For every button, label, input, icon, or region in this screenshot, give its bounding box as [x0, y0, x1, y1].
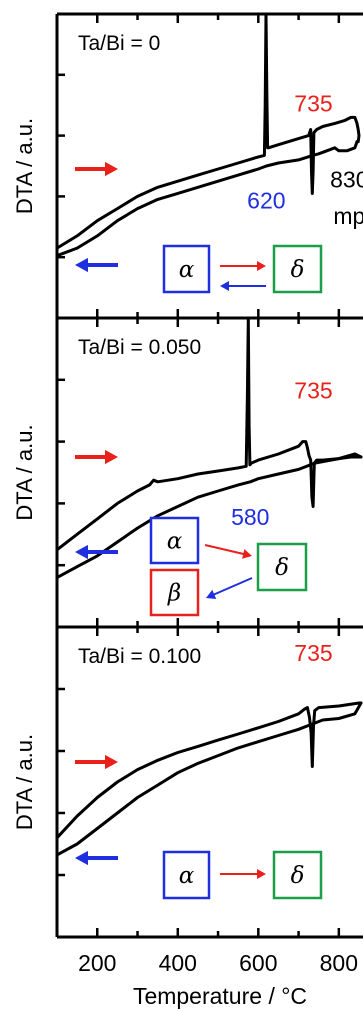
- phase-label-cooling: β: [167, 581, 181, 607]
- phase-box-start: [162, 244, 211, 294]
- transition-arrow-1-shaft: [204, 544, 245, 556]
- phase-box-cooling: [149, 568, 200, 617]
- dta-curve-cooling: [55, 452, 363, 580]
- phase-box-end: [256, 542, 308, 592]
- dta-curve-cooling: [55, 140, 359, 258]
- transition-arrow-2-shaft: [213, 577, 253, 596]
- phase-box-end: [272, 850, 323, 900]
- phase-label-start: α: [179, 257, 195, 283]
- panel-1: DTA / a.u. Ta/Bi = 0 735 620 830 mp α δ: [12, 12, 363, 318]
- transition-arrow-1-head: [242, 549, 252, 559]
- phase-box-start: [162, 850, 211, 900]
- cooling-arrow-head: [75, 850, 88, 866]
- panel-2: DTA / a.u. Ta/Bi = 0.050 735 580 α δ β: [12, 309, 363, 627]
- phase-box-start: [149, 516, 200, 565]
- transition-arrow-1-head: [257, 869, 266, 879]
- dta-curve-cooling: [55, 701, 363, 857]
- heating-arrow-head: [105, 754, 118, 770]
- x-axis: 200 400 600 800 Temperature / °C: [55, 928, 363, 1009]
- x-tick-label: 400: [159, 950, 197, 976]
- phase-label-end: δ: [275, 555, 289, 581]
- phase-label-end: δ: [291, 863, 305, 889]
- x-tick-label: 800: [320, 950, 358, 976]
- x-tick-label: 200: [78, 950, 116, 976]
- annotation-620: 620: [247, 188, 285, 214]
- panel-3: DTA / a.u. Ta/Bi = 0.100 735 α δ: [12, 618, 363, 937]
- annotation-735: 735: [294, 377, 332, 403]
- heating-arrow-head: [105, 161, 118, 177]
- x-tick-label: 600: [239, 950, 277, 976]
- heating-arrow-head: [105, 449, 118, 465]
- transition-arrow-1-head: [257, 261, 266, 271]
- dta-curve-heating: [55, 701, 363, 840]
- y-axis-label: DTA / a.u.: [12, 118, 37, 214]
- phase-label-start: α: [179, 863, 195, 889]
- y-axis-label: DTA / a.u.: [12, 734, 37, 830]
- panel-label: Ta/Bi = 0: [78, 32, 160, 55]
- annotation-735: 735: [294, 640, 332, 666]
- phase-label-end: δ: [291, 257, 305, 283]
- annotation-830: 830: [330, 166, 363, 192]
- annotation-580: 580: [231, 504, 269, 530]
- phase-box-end: [272, 244, 323, 294]
- annotation-mp: mp: [333, 203, 363, 229]
- cooling-arrow-head: [75, 544, 88, 560]
- y-axis-label: DTA / a.u.: [12, 424, 37, 520]
- phase-label-start: α: [167, 529, 183, 555]
- panel-label: Ta/Bi = 0.050: [78, 336, 201, 359]
- transition-arrow-2-head: [206, 589, 217, 599]
- x-axis-label: Temperature / °C: [133, 983, 307, 1009]
- panel-label: Ta/Bi = 0.100: [78, 645, 201, 668]
- dta-curve-heating: [55, 12, 361, 250]
- annotation-735: 735: [294, 90, 332, 116]
- transition-arrow-2-head: [220, 281, 229, 291]
- cooling-arrow-head: [75, 257, 88, 273]
